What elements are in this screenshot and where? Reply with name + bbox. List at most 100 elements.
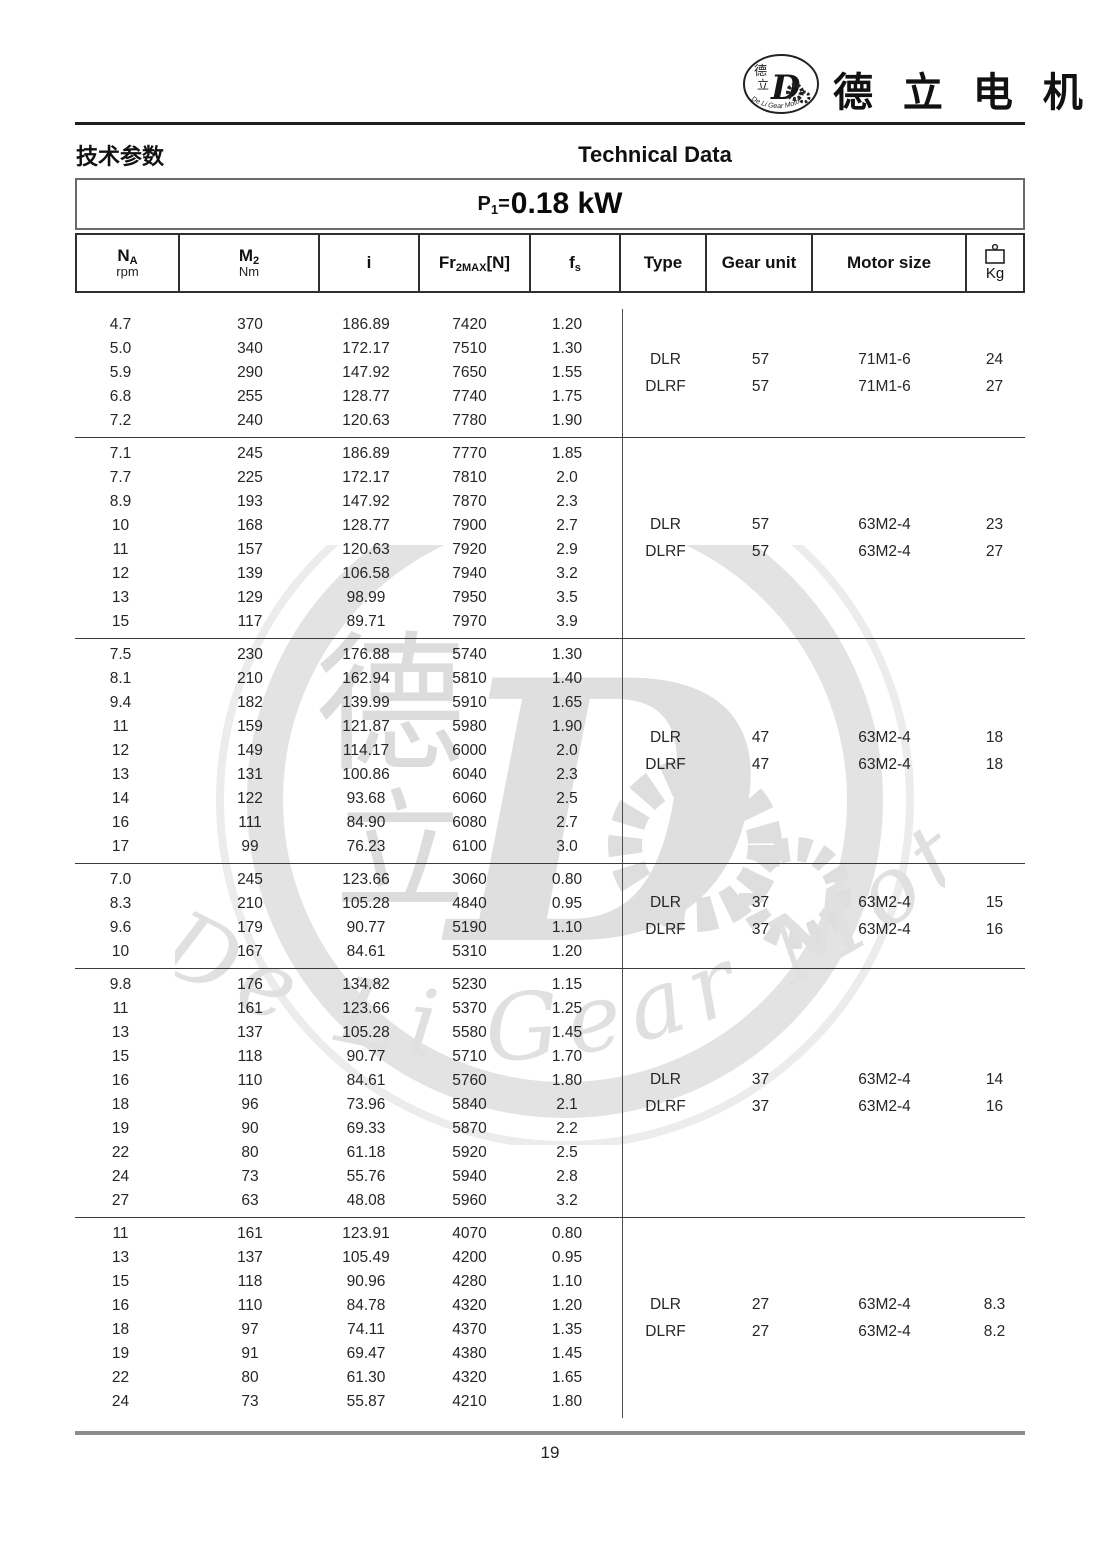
group-row: DLRF 37 63M2-4 16 (623, 1093, 1025, 1120)
group-cell: DLRF (645, 377, 686, 395)
table-row: 8.3 210 105.28 4840 0.95 (75, 892, 622, 916)
col-header-i: i (320, 235, 420, 291)
table-row: 16 110 84.78 4320 1.20 (75, 1294, 622, 1318)
row-cell: 1.10 (551, 919, 583, 936)
row-cell: 69.33 (346, 1120, 386, 1137)
group-cell: DLRF (645, 1097, 686, 1115)
brand-logo: 德 立 D De Li Gear Motor (743, 54, 819, 114)
block-groups: DLR 57 71M1-6 24 DLRF 57 71M1-6 27 (623, 309, 1025, 437)
row-cell: 105.28 (342, 1024, 390, 1041)
row-cell: 0.80 (551, 1225, 583, 1242)
row-cell: 5230 (452, 976, 487, 993)
row-cell: 1.20 (551, 316, 583, 333)
power-rating-box: P1= 0.18 kW (75, 178, 1025, 230)
row-cell: 134.82 (342, 976, 390, 993)
row-cell: 8.1 (109, 670, 132, 687)
table-row: 16 111 84.90 6080 2.7 (75, 811, 622, 835)
row-cell: 84.61 (346, 1072, 386, 1089)
row-cell: 1.40 (551, 670, 583, 687)
group-cell: 57 (751, 515, 770, 533)
row-cell: 7900 (452, 517, 487, 534)
row-cell: 55.87 (346, 1393, 386, 1410)
row-cell: 96 (241, 1096, 259, 1113)
table-row: 18 97 74.11 4370 1.35 (75, 1318, 622, 1342)
row-cell: 61.18 (346, 1144, 386, 1161)
table-row: 22 80 61.30 4320 1.65 (75, 1366, 622, 1390)
group-cell: 27 (751, 1322, 770, 1340)
row-cell: 18 (111, 1321, 130, 1338)
row-cell: 4320 (452, 1297, 487, 1314)
logo-letter-d: D (770, 68, 801, 108)
row-cell: 8.3 (109, 895, 132, 912)
row-cell: 139.99 (342, 694, 390, 711)
watermark-letter-d: D (439, 602, 765, 1025)
table-row: 15 118 90.77 5710 1.70 (75, 1045, 622, 1069)
section-title-en: Technical Data (578, 142, 732, 167)
row-cell: 230 (237, 646, 263, 663)
group-cell: 63M2-4 (858, 920, 911, 938)
table-row: 11 157 120.63 7920 2.9 (75, 538, 622, 562)
row-cell: 14 (111, 790, 130, 807)
table-row: 10 167 84.61 5310 1.20 (75, 940, 622, 964)
block-separator (75, 863, 1025, 864)
table-row: 17 99 76.23 6100 3.0 (75, 835, 622, 859)
table-row: 13 137 105.49 4200 0.95 (75, 1246, 622, 1270)
col-header-kg: Kg (967, 235, 1023, 291)
row-cell: 186.89 (342, 445, 390, 462)
logo-gear-icon (786, 83, 804, 101)
block-separator (75, 638, 1025, 639)
row-cell: 120.63 (342, 412, 390, 429)
logo-cn-top: 德 (754, 63, 767, 78)
block-groups: DLR 37 63M2-4 14 DLRF 37 63M2-4 16 (623, 969, 1025, 1217)
row-cell: 99 (241, 838, 259, 855)
row-cell: 1.80 (551, 1393, 583, 1410)
table-row: 11 161 123.66 5370 1.25 (75, 997, 622, 1021)
row-cell: 2.2 (556, 1120, 578, 1137)
group-cell: DLR (649, 728, 681, 746)
table-row: 10 168 128.77 7900 2.7 (75, 514, 622, 538)
row-cell: 245 (237, 871, 263, 888)
table-row: 7.0 245 123.66 3060 0.80 (75, 868, 622, 892)
group-cell: 27 (985, 542, 1004, 560)
group-row: DLR 47 63M2-4 18 (623, 724, 1025, 751)
row-cell: 0.95 (551, 1249, 583, 1266)
page-number: 19 (540, 1443, 560, 1462)
row-cell: 5580 (452, 1024, 487, 1041)
group-cell: 63M2-4 (858, 515, 911, 533)
group-cell: 63M2-4 (858, 1295, 911, 1313)
group-cell: 47 (751, 755, 770, 773)
row-cell: 6.8 (109, 388, 132, 405)
row-cell: 90.77 (346, 1048, 386, 1065)
row-cell: 2.9 (556, 541, 578, 558)
table-row: 9.4 182 139.99 5910 1.65 (75, 691, 622, 715)
table-row: 9.6 179 90.77 5190 1.10 (75, 916, 622, 940)
row-cell: 19 (111, 1120, 130, 1137)
row-cell: 1.90 (551, 412, 583, 429)
row-cell: 1.45 (551, 1345, 583, 1362)
group-row: DLR 37 63M2-4 14 (623, 1066, 1025, 1093)
block-separator (75, 1217, 1025, 1218)
table-row: 18 96 73.96 5840 2.1 (75, 1093, 622, 1117)
row-cell: 5940 (452, 1168, 487, 1185)
table-row: 13 129 98.99 7950 3.5 (75, 586, 622, 610)
row-cell: 2.5 (556, 790, 578, 807)
row-cell: 22 (111, 1369, 130, 1386)
row-cell: 5810 (452, 670, 487, 687)
row-cell: 210 (237, 670, 263, 687)
row-cell: 90.96 (346, 1273, 386, 1290)
group-row: DLRF 37 63M2-4 16 (623, 916, 1025, 943)
table-row: 8.9 193 147.92 7870 2.3 (75, 490, 622, 514)
row-cell: 55.76 (346, 1168, 386, 1185)
row-cell: 84.78 (346, 1297, 386, 1314)
group-cell: DLRF (645, 920, 686, 938)
row-cell: 6100 (452, 838, 487, 855)
row-cell: 105.49 (342, 1249, 390, 1266)
row-cell: 73 (241, 1393, 259, 1410)
table-block: 7.5 230 176.88 5740 1.30 8.1 210 162.94 5810 1.40… (75, 639, 1025, 863)
row-cell: 4070 (452, 1225, 487, 1242)
row-cell: 1.45 (551, 1024, 583, 1041)
group-cell: 37 (751, 1070, 770, 1088)
row-cell: 3.0 (556, 838, 578, 855)
row-cell: 131 (237, 766, 263, 783)
group-cell: 18 (985, 755, 1004, 773)
